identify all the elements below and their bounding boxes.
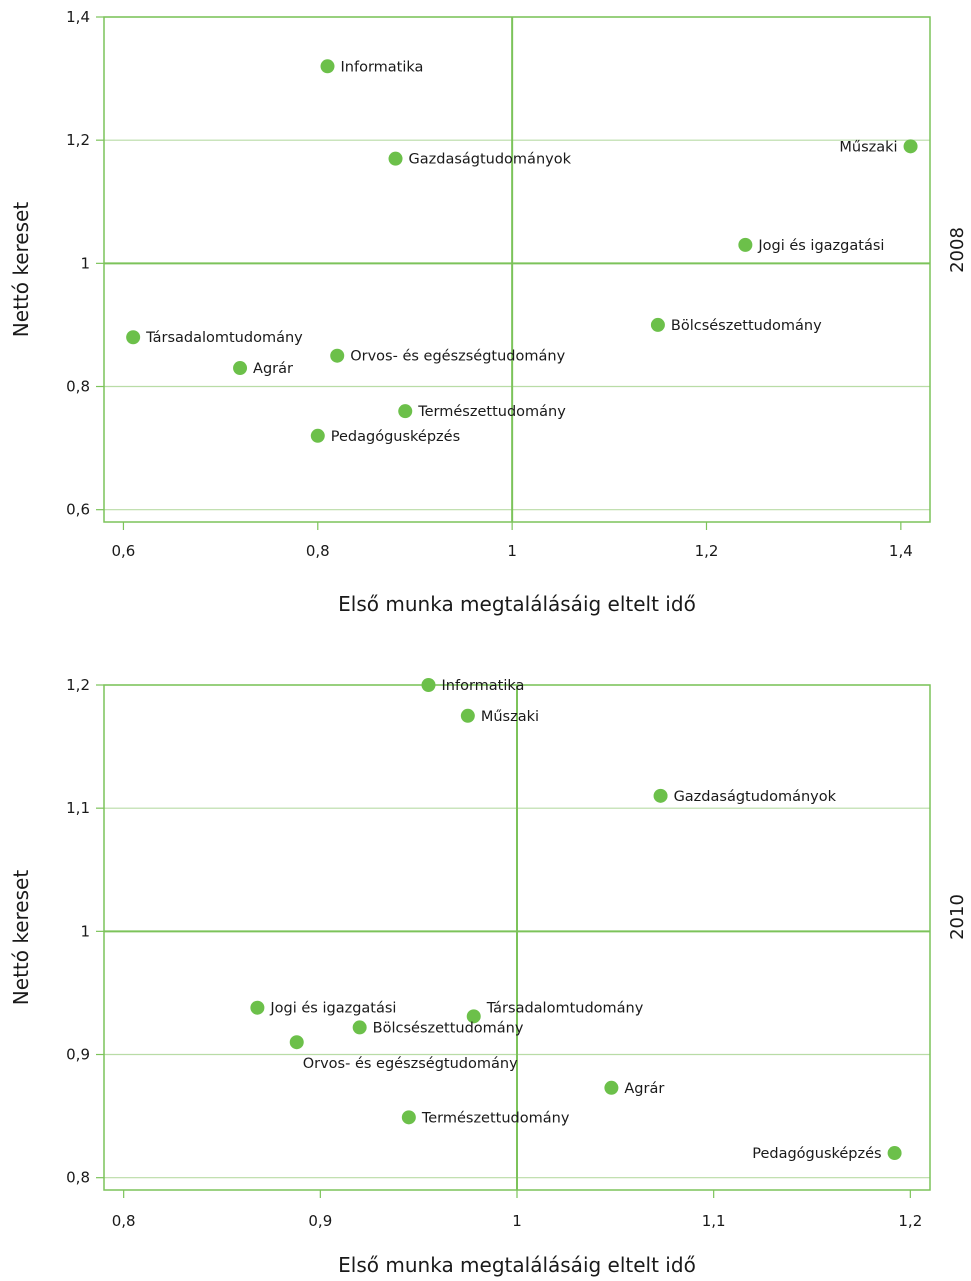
y-axis-title: Nettó kereset [9,870,33,1006]
year-label: 2010 [947,894,968,940]
data-point [352,1020,367,1035]
data-label: Jogi és igazgatási [269,1001,396,1017]
data-label: Természettudomány [421,1110,570,1126]
y-tick-label: 0,9 [66,1046,90,1064]
data-label: Természettudomány [417,404,566,420]
y-tick-label: 0,8 [66,1169,90,1187]
x-tick-label: 1,2 [898,1212,922,1230]
year-label: 2008 [947,227,968,273]
x-tick-label: 1 [512,1212,522,1230]
data-label: Társadalomtudomány [486,1000,644,1016]
data-point [903,139,918,154]
y-axis-title: Nettó kereset [9,202,33,338]
x-tick-label: 1,1 [702,1212,726,1230]
data-label: Bölcsészettudomány [373,1020,524,1036]
data-point [653,788,668,803]
plot-frame [103,16,931,523]
data-label: Bölcsészettudomány [671,318,822,334]
data-point [421,678,436,692]
data-point [388,151,403,166]
x-tick-label: 0,8 [112,1212,136,1230]
data-point [330,348,345,363]
y-tick-label: 1,2 [66,131,90,149]
data-point [320,59,335,74]
data-point [604,1080,619,1095]
data-point [289,1035,304,1050]
y-tick-label: 0,6 [66,501,90,519]
data-point [310,428,325,443]
data-point [650,317,665,332]
chart-2010: 0,8 0,9 1 1,1 1,2 0,8 0,9 1 1,1 1,2 Informatika Műs… [9,676,968,1277]
data-point [887,1146,902,1161]
y-tick-label: 1,1 [66,799,90,817]
x-tick-label: 1,2 [695,542,719,560]
data-point [233,361,248,376]
data-label: Agrár [253,361,293,377]
data-label: Pedagógusképzés [331,429,460,445]
data-label: Agrár [624,1081,664,1097]
x-tick-label: 0,8 [306,542,330,560]
data-point [466,1009,481,1024]
chart-2008: 0,6 0,8 1 1,2 1,4 0,6 0,8 1 1,2 1,4 Informatika Gaz… [9,8,968,616]
x-tick-label: 1 [507,542,517,560]
y-tick-label: 1,2 [66,676,90,694]
data-point [460,708,475,723]
data-point [738,237,753,252]
data-label: Műszaki [839,139,897,155]
data-label: Orvos- és egészségtudomány [350,349,565,365]
y-tick-label: 1 [80,922,90,940]
x-tick-label: 1,4 [889,542,913,560]
x-tick-label: 0,9 [308,1212,332,1230]
y-tick-label: 0,8 [66,378,90,396]
data-label: Gazdaságtudományok [674,789,837,805]
x-axis-title: Első munka megtalálásáig eltelt idő [338,592,696,616]
data-label: Informatika [341,59,424,75]
data-label: Orvos- és egészségtudomány [303,1056,518,1072]
data-point [250,1000,265,1015]
data-label: Informatika [442,678,525,694]
data-label: Jogi és igazgatási [757,238,884,254]
data-label: Pedagógusképzés [752,1146,881,1162]
data-point [126,330,141,345]
data-label: Gazdaságtudományok [409,152,572,168]
data-point [398,404,413,419]
x-tick-label: 0,6 [112,542,136,560]
x-axis-title: Első munka megtalálásáig eltelt idő [338,1253,696,1277]
data-label: Műszaki [481,709,539,725]
y-tick-label: 1 [80,254,90,272]
data-point [401,1110,416,1125]
y-tick-label: 1,4 [66,8,90,26]
data-label: Társadalomtudomány [145,330,303,346]
